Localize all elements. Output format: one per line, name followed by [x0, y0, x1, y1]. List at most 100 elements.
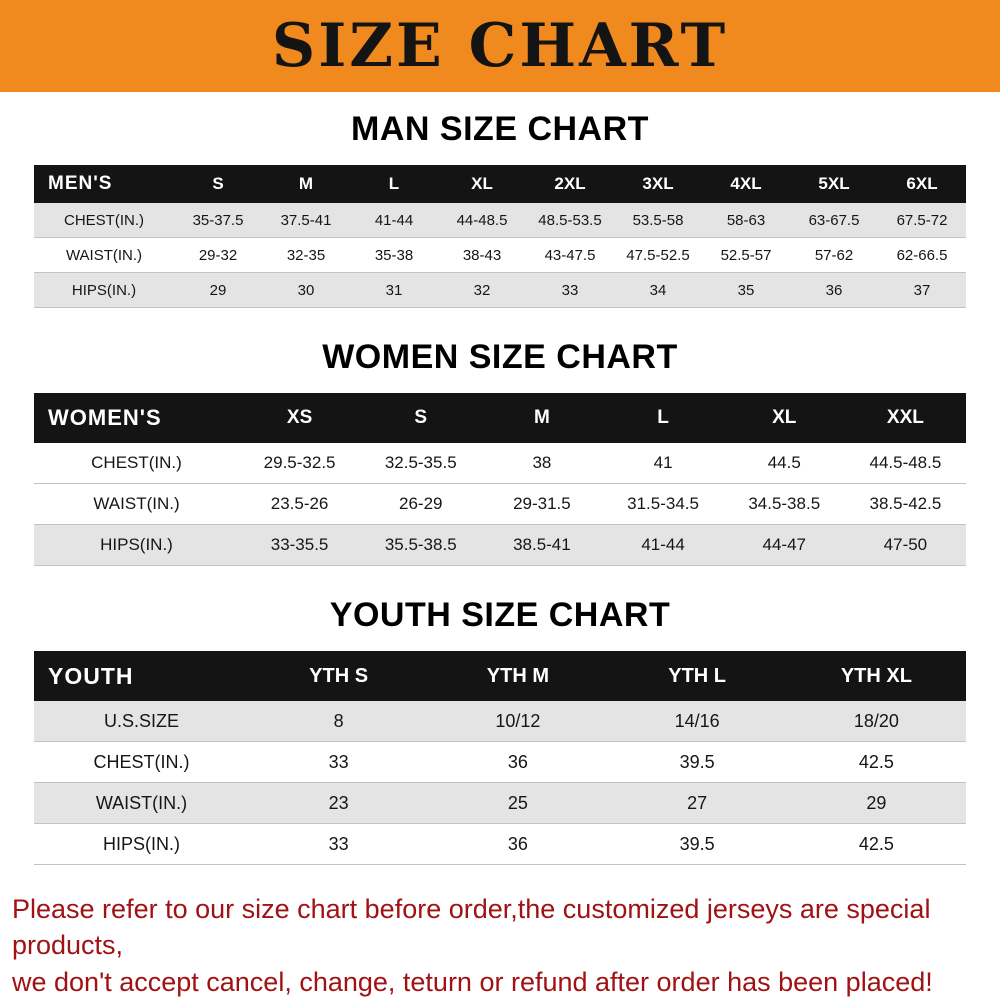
size-column-header: YTH XL: [786, 651, 966, 701]
size-value-cell: 44-48.5: [438, 203, 526, 238]
size-value-cell: 33-35.5: [239, 525, 361, 566]
youth-section-heading: YOUTH SIZE CHART: [329, 596, 671, 634]
size-value-cell: 10/12: [428, 701, 608, 742]
size-value-cell: 29.5-32.5: [239, 443, 361, 484]
size-value-cell: 34.5-38.5: [723, 484, 845, 525]
size-value-cell: 33: [249, 824, 429, 865]
table-title: WOMEN'S: [34, 393, 239, 443]
size-value-cell: 39.5: [607, 824, 787, 865]
size-value-cell: 38.5-41: [481, 525, 603, 566]
size-value-cell: 25: [428, 783, 608, 824]
size-value-cell: 8: [249, 701, 429, 742]
size-column-header: YTH S: [249, 651, 429, 701]
size-value-cell: 14/16: [607, 701, 787, 742]
size-column-header: XL: [438, 165, 526, 203]
banner: SIZE CHART: [0, 0, 1000, 92]
size-value-cell: 32-35: [262, 238, 350, 273]
size-value-cell: 29: [174, 273, 262, 308]
size-value-cell: 41: [602, 443, 724, 484]
measurement-row-label: CHEST(IN.): [34, 443, 239, 484]
size-column-header: M: [262, 165, 350, 203]
size-value-cell: 32.5-35.5: [360, 443, 482, 484]
size-value-cell: 38-43: [438, 238, 526, 273]
measurement-row-label: CHEST(IN.): [34, 742, 249, 783]
size-value-cell: 42.5: [786, 742, 966, 783]
size-value-cell: 36: [790, 273, 878, 308]
size-value-cell: 29-32: [174, 238, 262, 273]
size-value-cell: 38: [481, 443, 603, 484]
size-column-header: YTH M: [428, 651, 608, 701]
measurement-row-label: CHEST(IN.): [34, 203, 174, 238]
men-section-heading: MAN SIZE CHART: [351, 110, 649, 148]
size-value-cell: 36: [428, 824, 608, 865]
measurement-row-label: U.S.SIZE: [34, 701, 249, 742]
size-value-cell: 31: [350, 273, 438, 308]
size-value-cell: 29-31.5: [481, 484, 603, 525]
size-value-cell: 41-44: [350, 203, 438, 238]
size-value-cell: 43-47.5: [526, 238, 614, 273]
size-value-cell: 44-47: [723, 525, 845, 566]
size-column-header: S: [174, 165, 262, 203]
size-value-cell: 35-38: [350, 238, 438, 273]
size-value-cell: 32: [438, 273, 526, 308]
youth-section: YOUTH SIZE CHART YOUTH YTH S YTH M YTH L YTH…: [0, 596, 1000, 865]
banner-title: SIZE CHART: [271, 11, 729, 81]
size-value-cell: 52.5-57: [702, 238, 790, 273]
size-value-cell: 30: [262, 273, 350, 308]
measurement-row-label: WAIST(IN.): [34, 783, 249, 824]
size-column-header: 4XL: [702, 165, 790, 203]
size-value-cell: 33: [249, 742, 429, 783]
disclaimer: Please refer to our size chart before or…: [12, 891, 988, 1000]
size-column-header: 3XL: [614, 165, 702, 203]
women-section: WOMEN SIZE CHART WOMEN'S XS S M L XL XXL CHEST(…: [0, 338, 1000, 566]
measurement-row-label: HIPS(IN.): [34, 824, 249, 865]
size-value-cell: 27: [607, 783, 787, 824]
size-value-cell: 33: [526, 273, 614, 308]
size-value-cell: 44.5: [723, 443, 845, 484]
size-column-header: 2XL: [526, 165, 614, 203]
size-column-header: YTH L: [607, 651, 787, 701]
size-column-header: L: [602, 393, 724, 443]
size-value-cell: 23: [249, 783, 429, 824]
women-size-table: WOMEN'S XS S M L XL XXL CHEST(IN.) 29.5-32.5 32.5…: [34, 393, 966, 566]
size-column-header: M: [481, 393, 603, 443]
size-column-header: XL: [723, 393, 845, 443]
size-value-cell: 37.5-41: [262, 203, 350, 238]
table-title: YOUTH: [34, 651, 249, 701]
disclaimer-line: we don't accept cancel, change, teturn o…: [12, 966, 933, 997]
size-value-cell: 67.5-72: [878, 203, 966, 238]
size-value-cell: 47-50: [844, 525, 966, 566]
size-column-header: S: [360, 393, 482, 443]
size-column-header: XS: [239, 393, 361, 443]
measurement-row-label: WAIST(IN.): [34, 484, 239, 525]
size-value-cell: 23.5-26: [239, 484, 361, 525]
size-column-header: 6XL: [878, 165, 966, 203]
size-value-cell: 18/20: [786, 701, 966, 742]
measurement-row-label: WAIST(IN.): [34, 238, 174, 273]
size-value-cell: 48.5-53.5: [526, 203, 614, 238]
size-value-cell: 35: [702, 273, 790, 308]
size-value-cell: 39.5: [607, 742, 787, 783]
size-column-header: L: [350, 165, 438, 203]
size-value-cell: 41-44: [602, 525, 724, 566]
size-value-cell: 44.5-48.5: [844, 443, 966, 484]
women-section-heading: WOMEN SIZE CHART: [322, 338, 678, 376]
size-value-cell: 35-37.5: [174, 203, 262, 238]
size-value-cell: 26-29: [360, 484, 482, 525]
youth-size-table: YOUTH YTH S YTH M YTH L YTH XL U.S.SIZE 8 10/12…: [34, 651, 966, 865]
size-column-header: XXL: [844, 393, 966, 443]
table-title: MEN'S: [34, 165, 174, 203]
size-value-cell: 31.5-34.5: [602, 484, 724, 525]
size-value-cell: 57-62: [790, 238, 878, 273]
size-value-cell: 29: [786, 783, 966, 824]
size-value-cell: 37: [878, 273, 966, 308]
size-value-cell: 35.5-38.5: [360, 525, 482, 566]
size-value-cell: 34: [614, 273, 702, 308]
disclaimer-line: Please refer to our size chart before or…: [12, 894, 931, 961]
size-value-cell: 38.5-42.5: [844, 484, 966, 525]
size-value-cell: 62-66.5: [878, 238, 966, 273]
size-value-cell: 36: [428, 742, 608, 783]
size-column-header: 5XL: [790, 165, 878, 203]
size-value-cell: 53.5-58: [614, 203, 702, 238]
size-value-cell: 63-67.5: [790, 203, 878, 238]
